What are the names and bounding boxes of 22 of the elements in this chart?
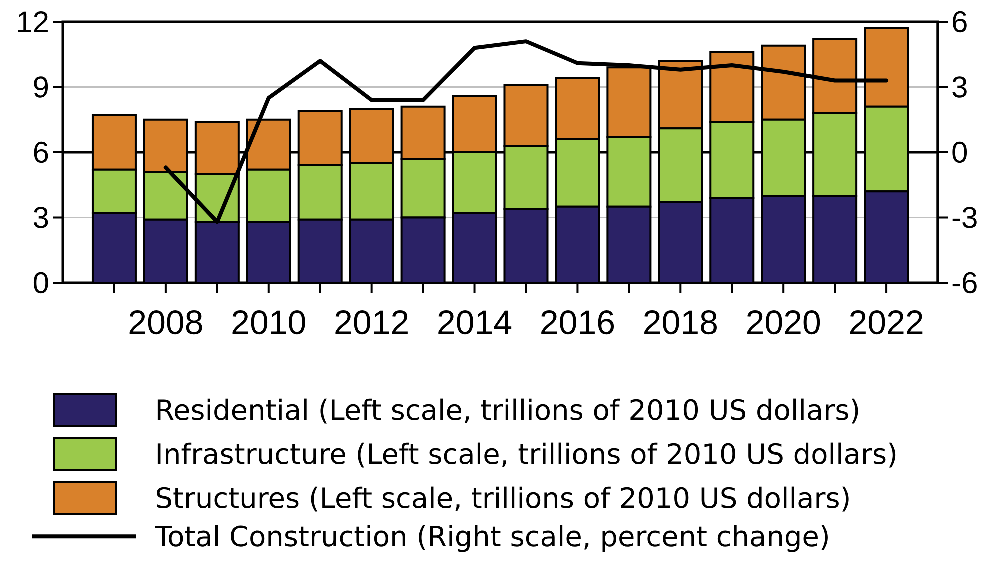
x-tick-label: 2018: [644, 310, 717, 335]
legend-label: Infrastructure (Left scale, trillions of 2010 US dollars): [158, 442, 896, 468]
y2-tick-label: -6: [952, 272, 977, 294]
y-tick-label: 0: [34, 272, 48, 294]
y-tick-label: 3: [34, 207, 48, 228]
x-tick-label: 2012: [336, 310, 408, 335]
y2-tick-label: 6: [953, 11, 967, 33]
legend-label: Residential (Left scale, trillions of 2010 US dollars): [158, 398, 858, 424]
y2-tick-label: 3: [952, 76, 967, 98]
y-tick-label: 9: [34, 76, 48, 98]
x-tick-label: 2020: [747, 310, 820, 335]
x-tick-label: 2008: [130, 310, 202, 335]
x-tick-label: 2022: [850, 310, 923, 335]
legend-label: Structures (Left scale, trillions of 2010 US dollars): [157, 486, 849, 512]
legend-label: Total Construction (Right scale, percent change): [155, 525, 828, 552]
x-tick-label: 2014: [438, 310, 512, 335]
x-tick-label: 2010: [232, 310, 306, 335]
y-tick-label: 6: [34, 142, 48, 164]
y-tick-label: 12: [18, 12, 48, 32]
y2-tick-label: -3: [952, 207, 977, 228]
x-tick-label: 2016: [542, 310, 614, 335]
y2-tick-label: 0: [952, 142, 968, 164]
